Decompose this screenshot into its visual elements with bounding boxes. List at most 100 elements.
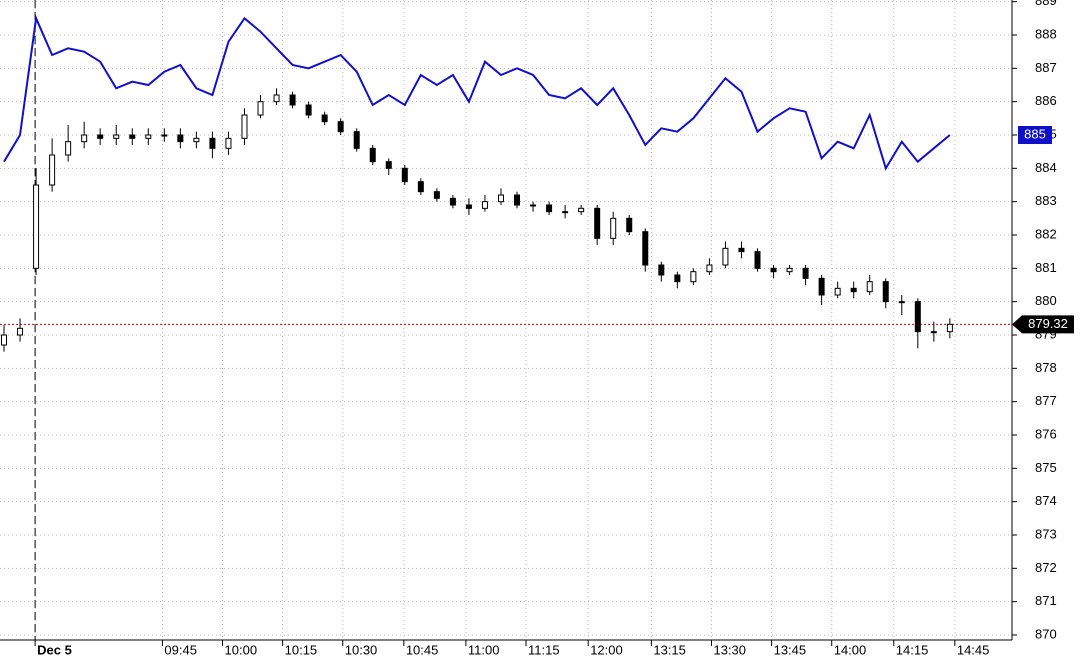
candle-body [930,331,937,334]
y-tick-label: 881 [1035,260,1057,275]
candle-body [658,264,665,276]
y-tick-label: 873 [1035,526,1057,541]
candle-body [481,201,488,209]
x-tick-label: 14:00 [834,642,867,657]
y-tick-label: 870 [1035,626,1057,641]
candle [337,118,344,135]
candle-body [802,267,809,279]
candle-body [97,134,104,139]
candle-body [786,267,793,273]
candle [401,165,408,185]
candle-body [145,134,152,139]
candle [690,268,697,285]
candle [81,121,88,149]
last-value-badge [1018,126,1052,144]
price-badge [1012,315,1074,334]
y-tick-label: 878 [1035,360,1057,375]
candle [786,265,793,275]
y-tick-label: 872 [1035,560,1057,575]
candle [145,128,152,145]
candle [562,205,569,219]
candle-body [257,101,264,116]
candle-body [642,231,649,266]
candle [642,228,649,272]
candle-body [706,264,713,273]
candle [658,261,665,282]
y-tick-label: 877 [1035,393,1057,408]
candle [225,131,232,155]
y-tick-label: 887 [1035,60,1057,75]
candle [930,321,937,342]
candle-body [17,327,24,336]
y-tick-label: 889 [1035,0,1057,8]
last-value-label: 885 [1024,126,1046,141]
x-tick-label: 11:15 [528,642,560,657]
candle-body [161,134,168,137]
candle [594,205,601,245]
candle-body [626,217,633,233]
y-tick-label: 888 [1035,26,1057,41]
candle-body [177,134,184,143]
candle-body [818,277,825,296]
candle-body [546,204,553,213]
candle [1,325,8,352]
candle [305,101,312,119]
candle-body [433,191,440,199]
price-label: 879.32 [1028,316,1068,331]
candle-body [113,134,120,139]
x-tick-label: 10:15 [285,642,318,657]
candle-body [225,137,232,149]
candle-body [449,197,456,206]
candle [433,188,440,202]
candle [530,201,537,212]
candle [610,211,617,245]
candle-body [674,274,681,283]
y-tick-label: 875 [1035,460,1057,475]
candle [353,128,360,152]
candle [770,265,777,279]
x-tick-label: 14:45 [957,642,990,657]
candle-body [898,301,905,304]
candle-body [610,217,617,239]
x-tick-label: Dec 5 [37,642,72,657]
candle [722,241,729,269]
candle [578,205,585,215]
candle [177,128,184,149]
candle [818,275,825,305]
x-tick-label: 09:45 [164,642,197,657]
candle [497,188,504,205]
candle [369,145,376,165]
y-tick-label: 884 [1035,160,1057,175]
candle-body [754,251,761,269]
candle [209,131,216,159]
candle [17,318,24,342]
candle-body [49,154,56,186]
x-tick-label: 13:45 [774,642,807,657]
candle-body [81,134,88,143]
candle [273,88,280,105]
candle-body [1,334,8,346]
candle [241,108,248,145]
candle [113,125,120,145]
x-tick-label: 10:45 [406,642,439,657]
y-tick-label: 883 [1035,193,1057,208]
candle [161,128,168,142]
candle [321,111,328,125]
candle-body [65,141,72,156]
candle-body [337,121,344,133]
candle-body [129,134,136,139]
candle-body [578,207,585,213]
candle-body [914,301,921,333]
candle-body [770,267,777,273]
candle [754,248,761,272]
x-tick-label: 10:30 [345,642,378,657]
candle-body [193,137,200,143]
candle-body [417,181,424,193]
candle [33,168,40,275]
y-tick-label: 886 [1035,93,1057,108]
x-tick-label: 10:00 [225,642,258,657]
candle [97,128,104,145]
candle-body [273,94,280,103]
candle [417,178,424,195]
